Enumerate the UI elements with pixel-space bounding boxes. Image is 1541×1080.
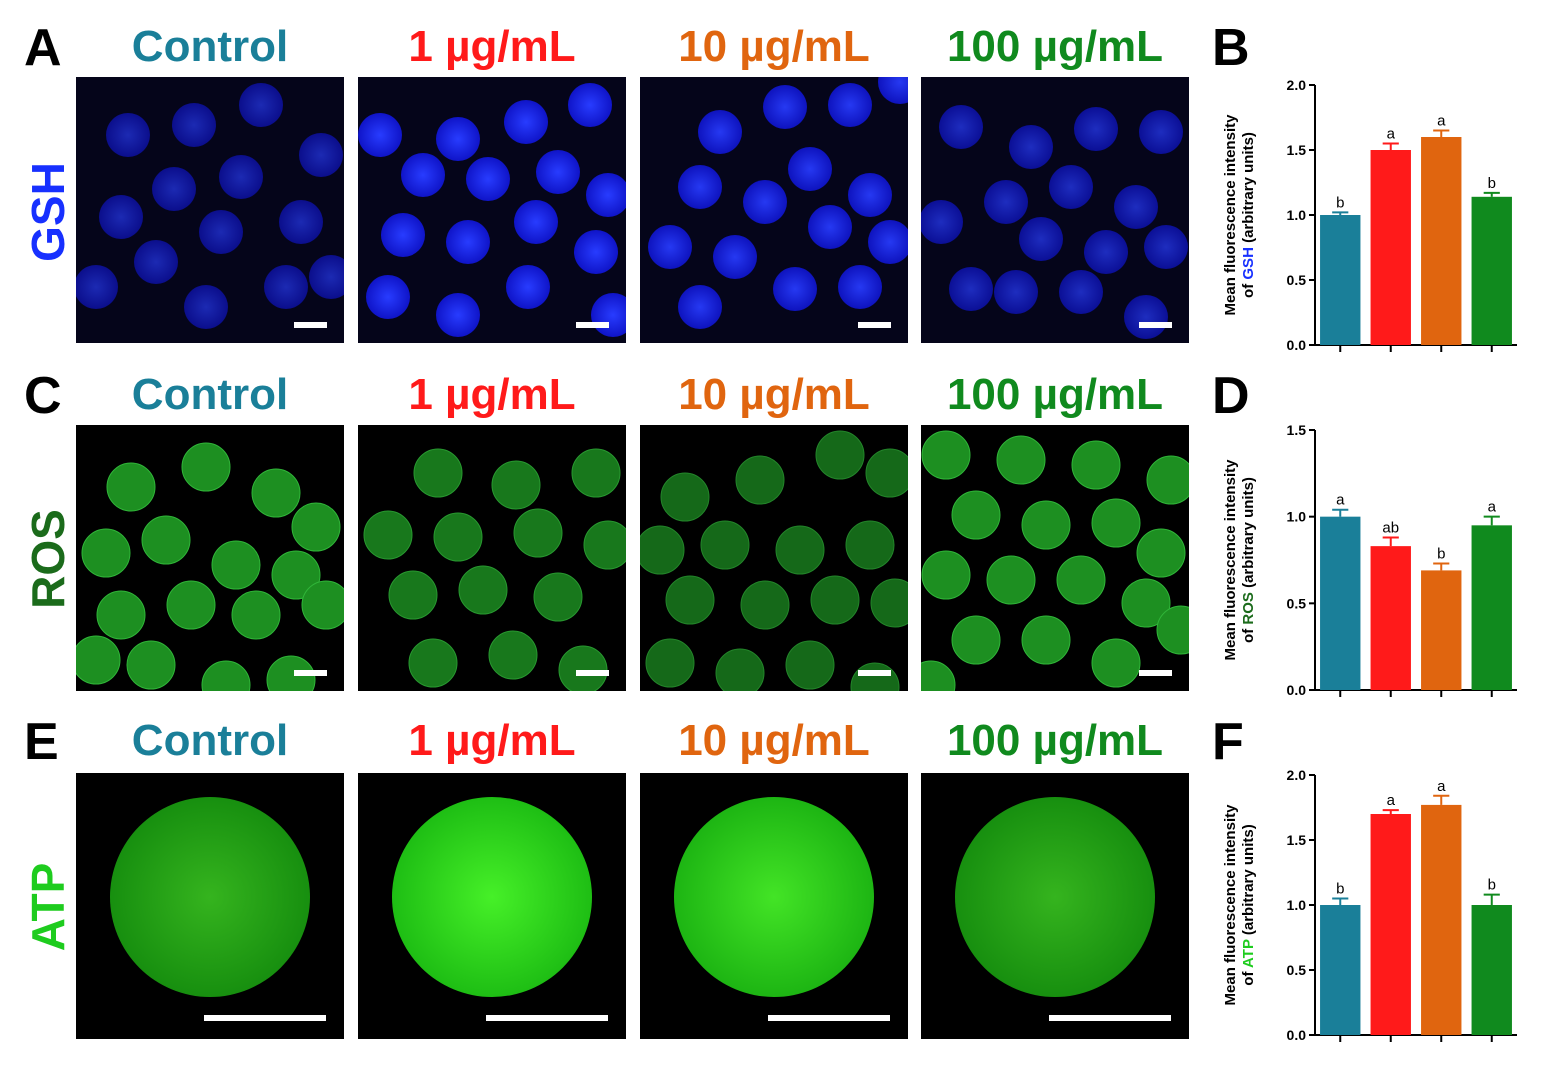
column-title: 10 µg/mL xyxy=(678,370,870,419)
bar xyxy=(1370,546,1411,690)
column-title: 100 µg/mL xyxy=(946,716,1164,765)
y-tick-label: 1.0 xyxy=(1287,207,1307,223)
significance-letter: a xyxy=(1437,778,1446,795)
bar xyxy=(1421,137,1462,345)
atp-fluorescence-image xyxy=(921,773,1189,1039)
scale-bar xyxy=(294,670,327,676)
row-label-ros: ROS xyxy=(22,509,74,609)
scale-bar xyxy=(486,1015,608,1021)
column-title: Control xyxy=(131,716,289,765)
significance-letter: a xyxy=(1488,499,1497,516)
y-tick-label: 0.5 xyxy=(1287,962,1307,978)
significance-letter: b xyxy=(1336,194,1344,211)
column-title: 100 µg/mL xyxy=(946,22,1164,71)
scale-bar xyxy=(1049,1015,1171,1021)
y-tick-label: 1.5 xyxy=(1287,832,1307,848)
gsh-fluorescence-image xyxy=(358,77,626,343)
column-title: 10 µg/mL xyxy=(678,716,870,765)
y-tick-label: 0.5 xyxy=(1287,272,1307,288)
atp-fluorescence-image xyxy=(76,773,344,1039)
scale-bar xyxy=(858,322,891,328)
bar xyxy=(1471,525,1512,690)
row-label-atp: ATP xyxy=(22,862,74,952)
bar xyxy=(1421,570,1462,690)
y-axis-label: of ROS (arbitrary units) xyxy=(1240,477,1257,643)
ros-fluorescence-image xyxy=(358,425,626,691)
significance-letter: b xyxy=(1437,545,1445,562)
bar xyxy=(1370,150,1411,345)
atp-fluorescence-image xyxy=(358,773,626,1039)
significance-letter: ab xyxy=(1382,519,1399,536)
y-tick-label: 1.5 xyxy=(1287,422,1307,438)
scale-bar xyxy=(576,670,609,676)
gsh-fluorescence-image xyxy=(640,77,908,343)
significance-letter: b xyxy=(1488,877,1496,894)
significance-letter: b xyxy=(1488,175,1496,192)
y-tick-label: 1.0 xyxy=(1287,897,1307,913)
y-tick-label: 0.0 xyxy=(1287,1027,1307,1043)
y-tick-label: 0.0 xyxy=(1287,337,1307,353)
y-axis-label: Mean fluorescence intensity xyxy=(1222,804,1239,1006)
bar xyxy=(1370,814,1411,1035)
column-title: 10 µg/mL xyxy=(678,22,870,71)
scale-bar xyxy=(204,1015,326,1021)
column-title: 1 µg/mL xyxy=(408,716,576,765)
scale-bar xyxy=(768,1015,890,1021)
panel-letter-d: D xyxy=(1212,367,1250,425)
significance-letter: a xyxy=(1387,126,1396,143)
bar xyxy=(1471,196,1512,345)
row-label-gsh: GSH xyxy=(22,162,74,262)
panel-letter-a: A xyxy=(24,19,62,77)
gsh-fluorescence-image xyxy=(76,77,344,343)
panel-letter-f: F xyxy=(1212,713,1244,771)
y-axis-label: Mean fluorescence intensity xyxy=(1222,459,1239,661)
column-title: Control xyxy=(131,22,289,71)
y-axis-label: of GSH (arbitrary units) xyxy=(1240,132,1257,298)
chart-atp: Mean fluorescence intensity of ATP (arbit… xyxy=(1205,760,1525,1065)
chart-ros: Mean fluorescence intensity of ROS (arbit… xyxy=(1205,415,1525,720)
ros-fluorescence-image xyxy=(76,425,344,691)
y-tick-label: 2.0 xyxy=(1287,77,1307,93)
panel-letter-b: B xyxy=(1212,19,1250,77)
y-tick-label: 0.5 xyxy=(1287,595,1307,611)
column-title: 100 µg/mL xyxy=(946,370,1164,419)
chart-gsh: Mean fluorescence intensity of GSH (arbit… xyxy=(1205,70,1525,375)
bar xyxy=(1320,215,1361,345)
gsh-fluorescence-image xyxy=(921,77,1189,343)
scale-bar xyxy=(576,322,609,328)
scale-bar xyxy=(1139,322,1172,328)
y-axis-label: of ATP (arbitrary units) xyxy=(1240,824,1257,985)
significance-letter: b xyxy=(1336,881,1344,898)
scale-bar xyxy=(858,670,891,676)
column-title: Control xyxy=(131,370,289,419)
bar xyxy=(1421,804,1462,1035)
column-title: 1 µg/mL xyxy=(408,370,576,419)
bar xyxy=(1320,516,1361,690)
significance-letter: a xyxy=(1387,792,1396,809)
y-tick-label: 1.0 xyxy=(1287,509,1307,525)
y-tick-label: 0.0 xyxy=(1287,682,1307,698)
ros-fluorescence-image xyxy=(640,425,908,691)
y-tick-label: 2.0 xyxy=(1287,767,1307,783)
bar xyxy=(1471,905,1512,1035)
scale-bar xyxy=(294,322,327,328)
significance-letter: a xyxy=(1437,113,1446,130)
column-title: 1 µg/mL xyxy=(408,22,576,71)
bar xyxy=(1320,905,1361,1035)
panel-letter-e: E xyxy=(24,713,59,771)
atp-fluorescence-image xyxy=(640,773,908,1039)
y-axis-label: Mean fluorescence intensity xyxy=(1222,114,1239,316)
significance-letter: a xyxy=(1336,492,1345,509)
ros-fluorescence-image xyxy=(921,425,1189,691)
panel-letter-c: C xyxy=(24,367,62,425)
scale-bar xyxy=(1139,670,1172,676)
y-tick-label: 1.5 xyxy=(1287,142,1307,158)
